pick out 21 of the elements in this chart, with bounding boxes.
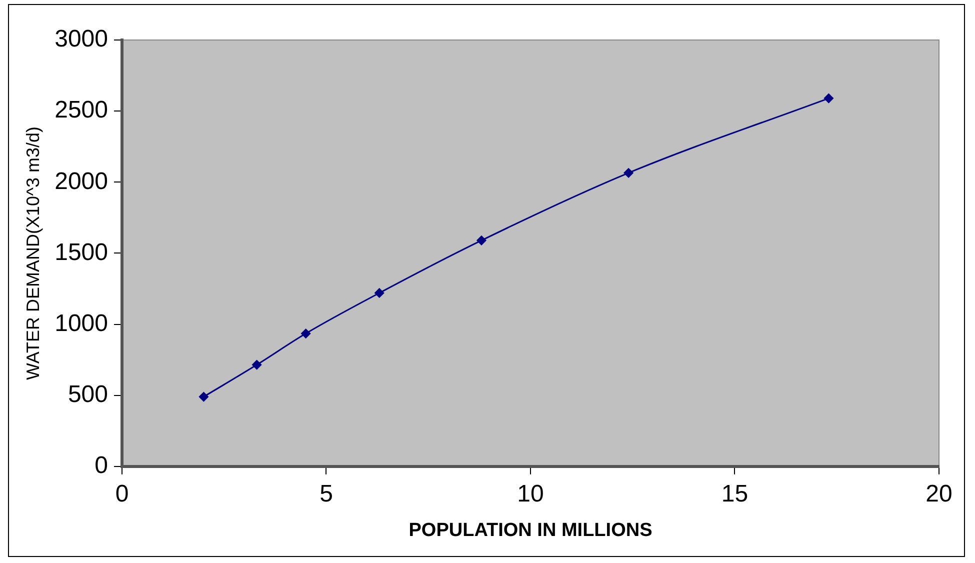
point [252,360,262,370]
x-axis-title: POPULATION IN MILLIONS [408,520,652,541]
y-axis-title: WATER DEMAND(X10^3 m3/d) [22,126,43,380]
y-tick-label: 2000 [54,168,108,195]
point [824,94,834,104]
y-tick-label: 2500 [54,96,108,124]
point [374,288,384,298]
y-tick-label: 500 [68,380,108,408]
point [198,392,208,402]
y-tick-label: 1500 [54,238,108,266]
point [301,328,311,338]
x-tick-label: 20 [926,480,952,508]
x-tick-label: 15 [721,480,748,508]
x-tick-label: 0 [115,480,129,508]
x-tick-label: 10 [517,480,544,508]
y-tick-label: 3000 [54,26,108,53]
y-tick-label: 0 [94,452,108,480]
point [476,236,486,246]
point [624,168,634,178]
x-tick-label: 5 [320,480,333,508]
y-tick-label: 1000 [54,310,108,337]
